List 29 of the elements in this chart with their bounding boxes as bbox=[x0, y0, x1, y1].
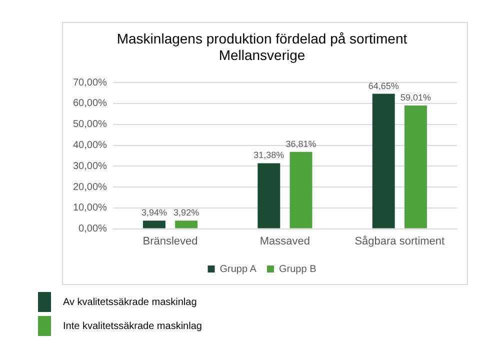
y-tick-label: 10,00% bbox=[72, 202, 108, 214]
data-label: 64,65% bbox=[368, 80, 399, 91]
bar bbox=[175, 220, 198, 228]
y-tick-label: 70,00% bbox=[72, 77, 108, 88]
y-tick-label: 60,00% bbox=[72, 98, 108, 110]
bar bbox=[258, 163, 280, 228]
x-tick-label: Sågbara sortiment bbox=[354, 235, 445, 248]
legend-label: Grupp A bbox=[220, 264, 257, 275]
text: Inte kvalitetssäkrade maskinlag bbox=[63, 320, 202, 332]
text: Maskinlagens produktion fördelad på sortiment bbox=[116, 30, 408, 46]
bar bbox=[142, 220, 166, 228]
data-label: 59,01% bbox=[400, 92, 431, 103]
bar bbox=[404, 106, 427, 228]
y-tick-label: 30,00% bbox=[72, 160, 108, 172]
x-tick-label: Bränsleved bbox=[142, 235, 198, 248]
y-tick-label: 20,00% bbox=[72, 182, 108, 193]
data-label: 3,94% bbox=[141, 208, 167, 218]
text: Mellansverige bbox=[218, 47, 306, 64]
bar bbox=[290, 152, 312, 228]
y-tick-label: 0,00% bbox=[78, 224, 108, 235]
y-tick-label: 50,00% bbox=[72, 119, 108, 130]
data-label: 36,81% bbox=[286, 138, 316, 149]
data-label: 31,38% bbox=[254, 150, 284, 160]
bar bbox=[372, 94, 395, 228]
legend-label: Grupp B bbox=[279, 264, 317, 275]
data-label: 3,92% bbox=[174, 208, 200, 218]
text: Av kvalitetssäkrade maskinlag bbox=[63, 296, 197, 308]
y-tick-label: 40,00% bbox=[72, 140, 108, 152]
x-tick-label: Massaved bbox=[260, 235, 310, 248]
